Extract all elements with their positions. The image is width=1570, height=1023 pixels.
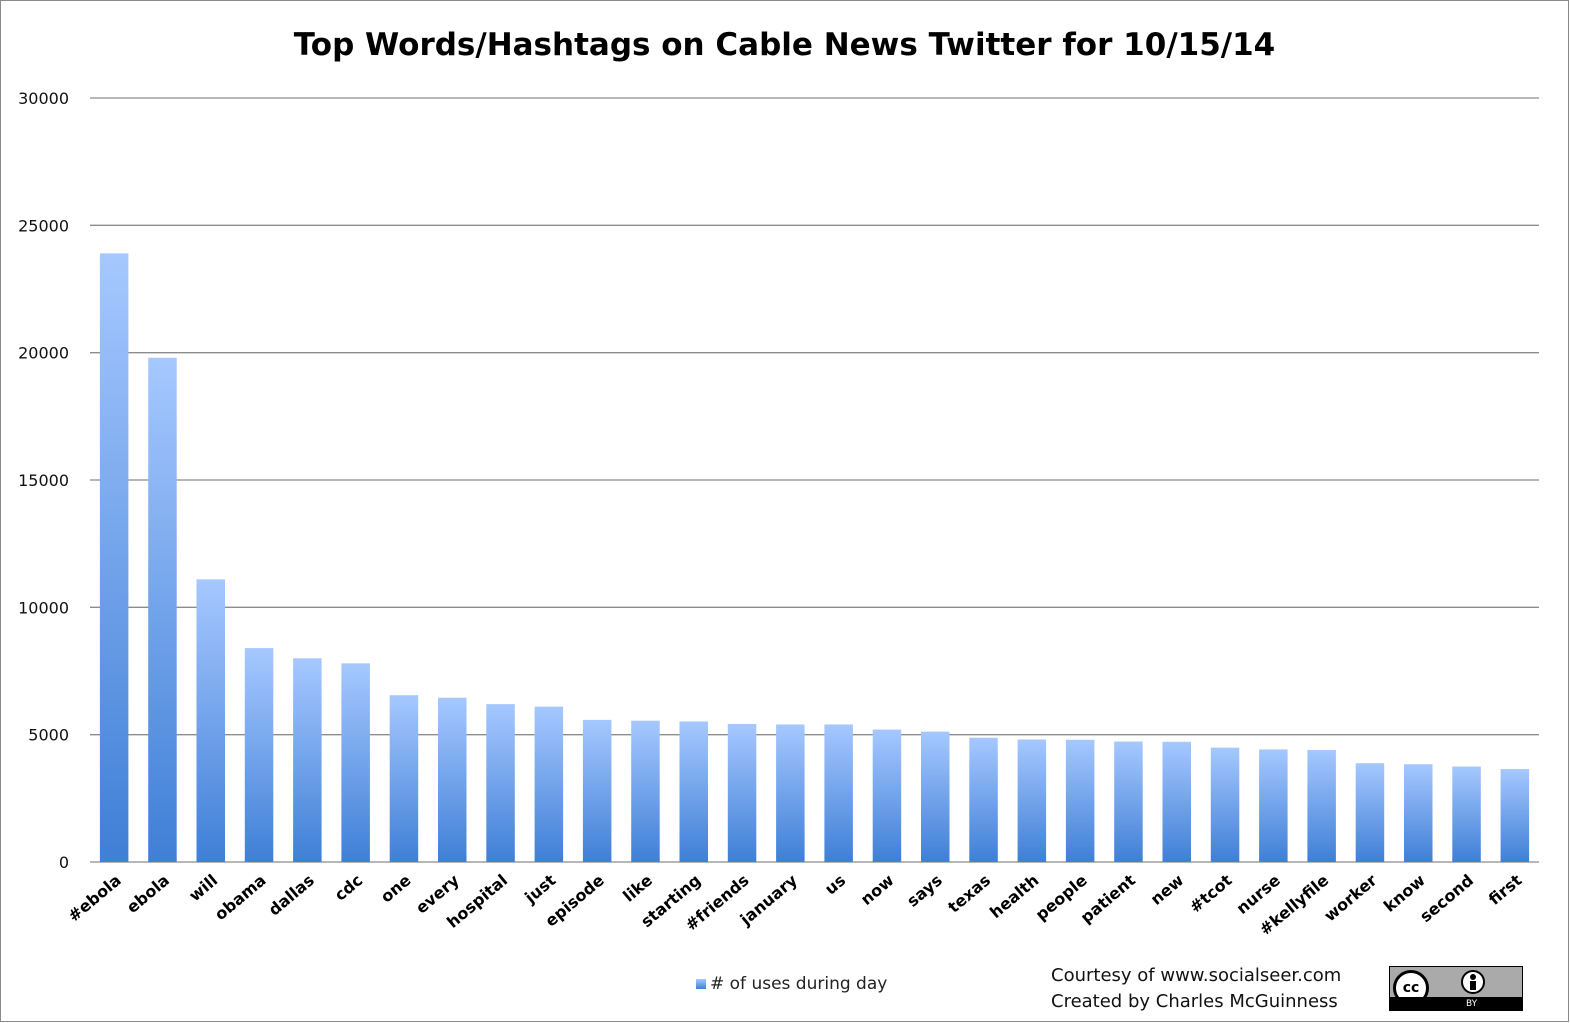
- badge-by-label: BY: [1466, 999, 1478, 1009]
- bar-people: [1065, 739, 1095, 862]
- bar-tcot: [1210, 747, 1240, 862]
- bar-dallas: [293, 658, 322, 862]
- x-tick-label: first: [1485, 870, 1526, 909]
- legend: # of uses during day: [696, 974, 887, 994]
- bar-will: [196, 579, 225, 862]
- x-tick-label: ebola: [123, 871, 173, 917]
- bar-january: [776, 724, 805, 862]
- bar-patient: [1114, 741, 1143, 862]
- credits: Courtesy of www.socialseer.com Created b…: [1051, 963, 1341, 1015]
- bar-nurse: [1259, 749, 1288, 862]
- x-tick-label: one: [377, 870, 415, 906]
- legend-swatch: [696, 979, 706, 989]
- y-tick-label: 25000: [18, 216, 69, 235]
- bar-obama: [244, 648, 274, 862]
- bar-first: [1500, 769, 1530, 862]
- bar-health: [1017, 739, 1047, 862]
- bar-kellyfile: [1307, 749, 1336, 862]
- y-tick-label: 10000: [18, 598, 69, 617]
- x-tick-label: cdc: [331, 871, 367, 905]
- gridlines: [90, 97, 1539, 863]
- x-tick-label: worker: [1320, 870, 1380, 925]
- x-tick-label: will: [185, 871, 221, 906]
- legend-label: # of uses during day: [710, 974, 888, 994]
- bar-every: [438, 697, 467, 862]
- x-tick-label: health: [986, 871, 1042, 923]
- bar-like: [631, 720, 660, 862]
- chart-title: Top Words/Hashtags on Cable News Twitter…: [293, 27, 1276, 63]
- bar-ebola: [99, 253, 129, 862]
- bar-worker: [1355, 763, 1385, 862]
- x-tick-label: new: [1147, 870, 1188, 908]
- bar-says: [921, 731, 950, 862]
- x-tick-label: patient: [1077, 870, 1139, 927]
- bar-know: [1404, 764, 1433, 862]
- x-tick-label: #ebola: [64, 871, 124, 926]
- bar-us: [824, 724, 853, 862]
- cc-by-license-badge: cc BY: [1389, 966, 1523, 1011]
- y-tick-label: 15000: [18, 471, 69, 490]
- bar-starting: [679, 721, 708, 862]
- credits-author: Created by Charles McGuinness: [1051, 991, 1338, 1012]
- x-tick-label: like: [619, 870, 656, 905]
- bar-cdc: [341, 663, 370, 862]
- bar-hospital: [486, 704, 515, 862]
- bar-ebola: [148, 357, 177, 862]
- y-axis-ticks: 0 5000 10000 15000 20000 25000 30000: [18, 89, 69, 872]
- y-tick-label: 20000: [18, 344, 69, 363]
- bars: [99, 253, 1530, 862]
- credits-courtesy: Courtesy of www.socialseer.com: [1051, 965, 1342, 986]
- y-tick-label: 0: [59, 853, 69, 872]
- bar-one: [389, 695, 419, 862]
- bar-new: [1162, 741, 1191, 862]
- bar-just: [534, 706, 564, 862]
- badge-strip: [1390, 997, 1522, 1010]
- x-tick-label: second: [1416, 871, 1477, 927]
- y-tick-label: 30000: [18, 89, 69, 108]
- bar-second: [1452, 766, 1481, 862]
- bar-texas: [969, 737, 998, 862]
- x-tick-label: obama: [211, 871, 270, 925]
- y-tick-label: 5000: [28, 726, 69, 745]
- x-tick-label: just: [520, 870, 559, 907]
- x-tick-label: #tcot: [1186, 870, 1236, 916]
- bar-episode: [582, 719, 612, 862]
- x-tick-label: us: [821, 871, 849, 899]
- x-tick-label: texas: [944, 871, 994, 917]
- attribution-person-icon: [1461, 970, 1485, 994]
- x-tick-label: dallas: [265, 871, 318, 920]
- bar-now: [872, 729, 902, 862]
- bar-friends: [727, 723, 757, 862]
- x-tick-label: now: [857, 870, 898, 909]
- x-tick-label: says: [903, 871, 946, 911]
